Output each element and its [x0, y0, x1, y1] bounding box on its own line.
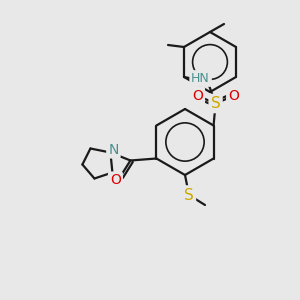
Text: O: O — [228, 88, 239, 103]
Text: S: S — [211, 96, 220, 111]
Text: O: O — [110, 173, 121, 188]
Text: O: O — [192, 88, 203, 103]
Text: S: S — [184, 188, 194, 202]
Text: N: N — [108, 142, 118, 157]
Text: HN: HN — [191, 72, 210, 85]
